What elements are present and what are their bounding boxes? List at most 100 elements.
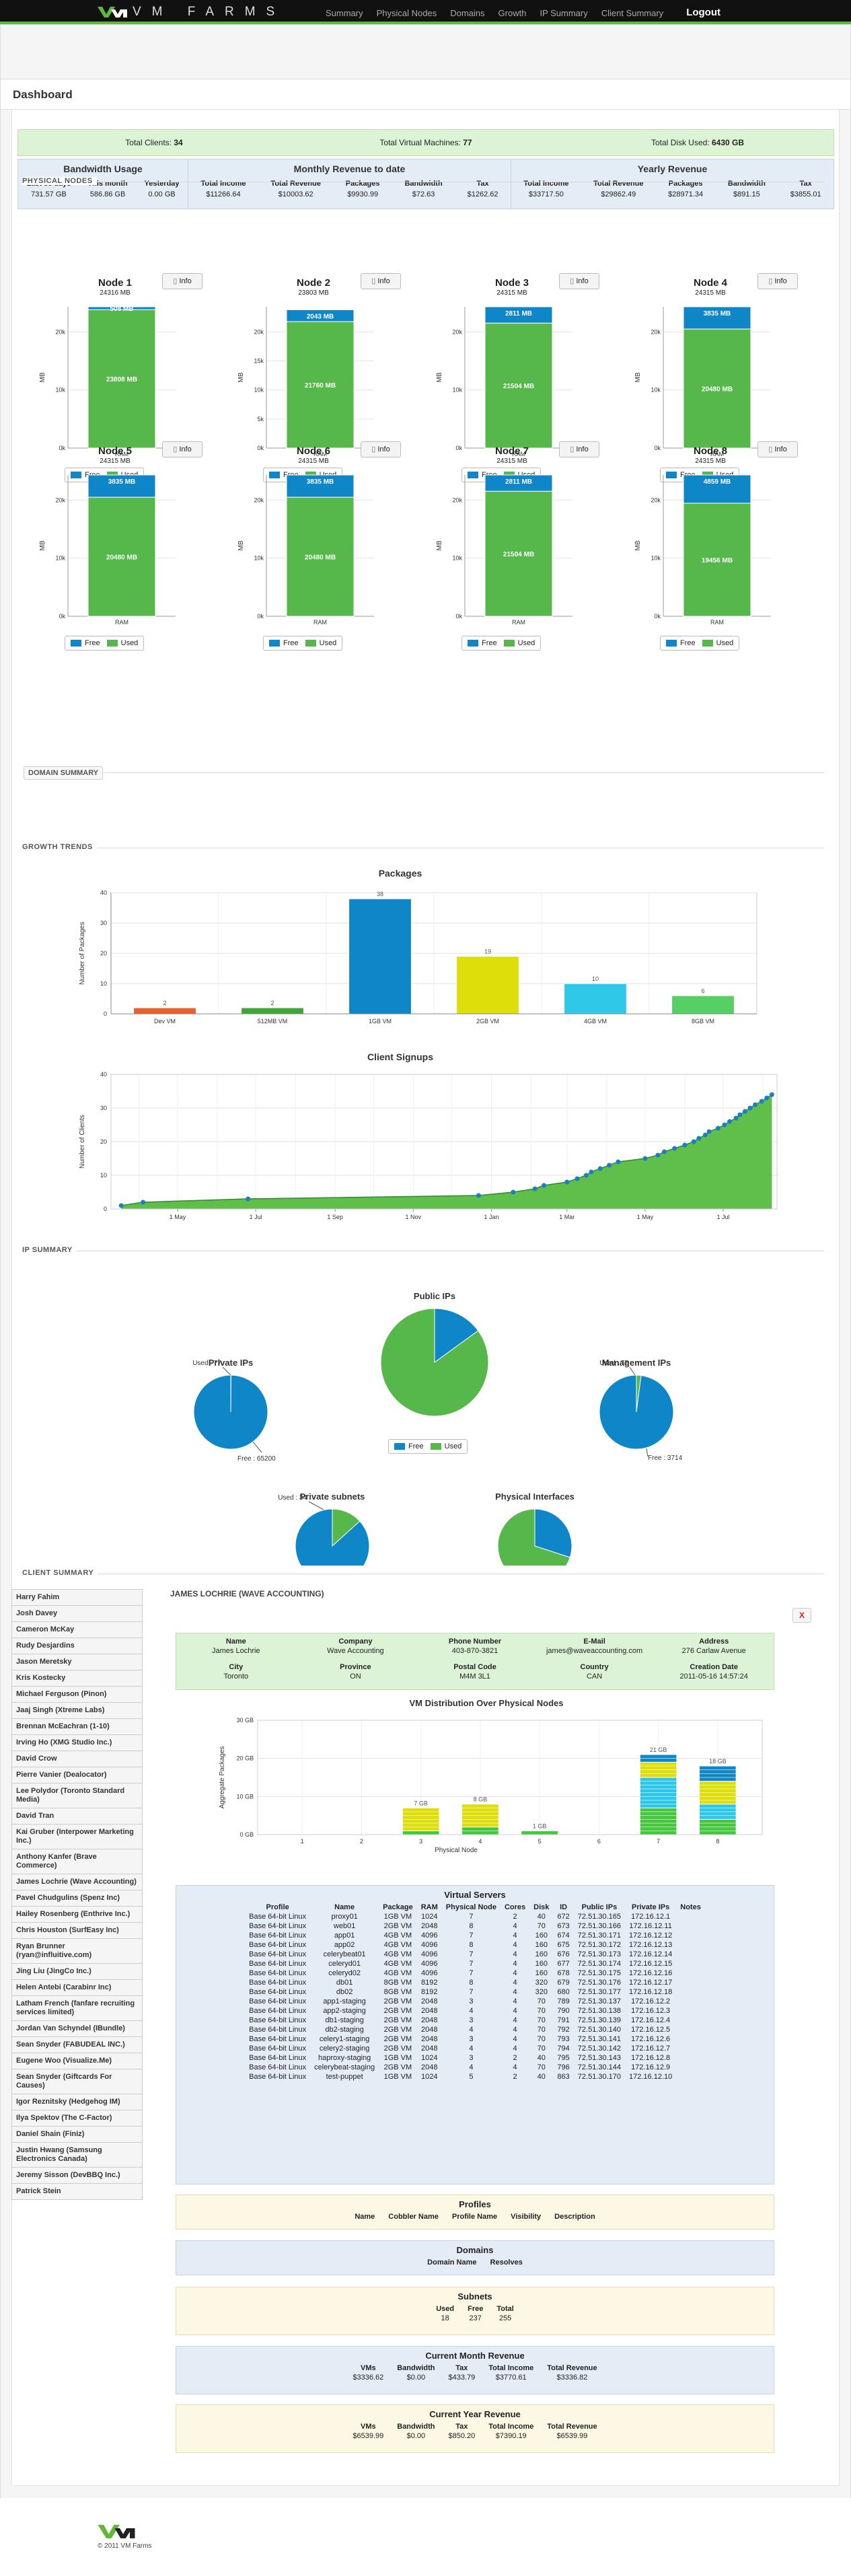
table-cell: 675 <box>557 1941 570 1949</box>
node-info-button[interactable]: ▯ Info <box>757 273 798 289</box>
virtual-servers-card: Virtual Servers Profile Name Package RAM Phy… <box>176 1885 774 2184</box>
client-list-item[interactable]: Justin Hwang (Samsung Electronics Canada… <box>11 2143 143 2168</box>
table-header-cell: Public IPs <box>581 1903 618 1911</box>
nav-physical-nodes[interactable]: Physical Nodes <box>376 8 437 18</box>
nav-growth[interactable]: Growth <box>498 8 527 18</box>
client-list-item[interactable]: Daniel Shain (Finiz) <box>11 2127 143 2143</box>
node-card-7: Node 7 24315 MB ▯ Info 0k 10k 20k MB RAM 2811 MB… <box>431 441 626 684</box>
client-list-item[interactable]: Helen Antebi (Carabinr Inc) <box>11 1980 143 1996</box>
signup-point <box>597 1166 603 1171</box>
client-list-item[interactable]: Pierre Vanier (Dealocator) <box>11 1767 143 1783</box>
client-list-item[interactable]: Rudy Desjardins <box>11 1638 143 1654</box>
info-icon: ▯ <box>570 445 577 453</box>
table-cell: 70 <box>537 2007 546 2015</box>
node-info-button[interactable]: ▯ Info <box>162 441 202 457</box>
node-info-button[interactable]: ▯ Info <box>559 441 599 457</box>
client-list-item[interactable]: Brennan McEachran (1-10) <box>11 1719 143 1735</box>
signup-point <box>118 1203 124 1208</box>
table-cell <box>676 1921 705 1931</box>
client-list-item[interactable]: Ryan Brunner (ryan@influitive.com) <box>11 1939 143 1964</box>
client-list-item[interactable]: Kris Kostecky <box>11 1670 143 1687</box>
nav-ip-summary[interactable]: IP Summary <box>540 8 588 18</box>
nav-summary[interactable]: Summary <box>326 8 363 18</box>
logo[interactable]: VM FARMS <box>98 5 285 20</box>
client-list-item[interactable]: Pavel Chudgulins (Spenz Inc) <box>11 1890 143 1907</box>
client-list-item[interactable]: Igor Reznitsky (Hedgehog IM) <box>11 2094 143 2110</box>
table-cell: 8 <box>469 1941 474 1949</box>
client-list-item[interactable]: James Lochrie (Wave Accounting) <box>11 1874 143 1890</box>
table-cell: 72.51.30.137 <box>577 1997 622 2005</box>
client-list-item[interactable]: Latham French (fanfare recruiting servic… <box>11 1996 143 2021</box>
client-list-item[interactable]: Harry Fahim <box>11 1589 143 1606</box>
table-cell: 72.51.30.142 <box>577 2045 622 2053</box>
y-tick-label: 40 <box>100 889 107 896</box>
table-cell: 72.51.30.172 <box>577 1941 622 1949</box>
signup-point <box>655 1152 661 1158</box>
table-header-cell: Disk <box>533 1903 550 1911</box>
client-list-item[interactable]: Josh Davey <box>11 1606 143 1622</box>
table-cell: 680 <box>557 1988 570 1996</box>
node-info-label: Info <box>179 445 192 453</box>
client-list-item[interactable]: Sean Snyder (Giftcards For Causes) <box>11 2069 143 2094</box>
client-list-item[interactable]: Jing Liu (JingCo Inc.) <box>11 1964 143 1980</box>
node-info-button[interactable]: ▯ Info <box>162 273 202 289</box>
free-bar <box>484 306 553 324</box>
table-cell: 4 <box>513 1950 517 1958</box>
client-list-item[interactable]: Ilya Spektov (The C-Factor) <box>11 2110 143 2127</box>
client-list-item[interactable]: Cameron McKay <box>11 1622 143 1638</box>
node-info-button[interactable]: ▯ Info <box>361 441 401 457</box>
node-info-button[interactable]: ▯ Info <box>757 441 798 457</box>
client-list-item[interactable]: Chris Houston (SurfEasy Inc) <box>11 1923 143 1939</box>
client-list-item[interactable]: Jason Meretsky <box>11 1654 143 1670</box>
table-cell: 8GB VM <box>383 1988 412 1996</box>
client-list-item[interactable]: Sean Snyder (FABUDEAL INC.) <box>11 2037 143 2053</box>
pie-slice-label: Used : 77 <box>599 1360 628 1367</box>
public-ip-legend: Free Used <box>388 1439 468 1454</box>
free-bar <box>286 474 355 498</box>
table-cell: 8 <box>469 1979 474 1987</box>
package-bar <box>241 1007 304 1015</box>
legend-free-swatch <box>666 472 677 478</box>
node-info-button[interactable]: ▯ Info <box>361 273 401 289</box>
client-list-item[interactable]: David Crow <box>11 1751 143 1767</box>
x-tick-label: 1 Nov <box>406 1214 422 1220</box>
table-cell: Base 64-bit Linux <box>249 1960 307 1968</box>
domain-summary-toggle[interactable]: DOMAIN SUMMARY <box>24 766 104 780</box>
client-list-item[interactable]: Michael Ferguson (Pinon) <box>11 1687 143 1703</box>
client-list-item[interactable]: Irving Ho (XMG Studio Inc.) <box>11 1735 143 1751</box>
signup-point <box>722 1122 727 1128</box>
x-axis-label: Physical Node <box>435 1847 478 1854</box>
client-list-item[interactable]: Lee Polydor (Toronto Standard Media) <box>11 1783 143 1808</box>
client-list-item[interactable]: Jeremy Sisson (DevBBQ Inc.) <box>11 2168 143 2184</box>
close-client-button[interactable]: X <box>792 1608 811 1623</box>
main-nav: Summary Physical Nodes Domains Growth IP… <box>326 7 734 18</box>
client-list-item[interactable]: Patrick Stein <box>11 2184 143 2200</box>
logout-link[interactable]: Logout <box>686 7 720 18</box>
node-info-label: Info <box>774 277 787 285</box>
table-cell: 678 <box>557 1969 570 1977</box>
node-ram-chart: 0k 5k 10k 15k 20k MB RAM 2043 MB 21760 MB <box>236 303 377 464</box>
table-cell <box>676 1987 705 1997</box>
client-list-item[interactable]: David Tran <box>11 1808 143 1825</box>
y-tick-label: 40 <box>100 1071 107 1078</box>
table-cell: 172.16.12.17 <box>629 1979 673 1987</box>
pie-slice <box>434 1308 479 1363</box>
table-row: Base 64-bit Linux web01 2GB VM 2048 8 4 70 673 7… <box>245 1921 705 1931</box>
client-list-item[interactable]: Kai Gruber (Interpower Marketing Inc.) <box>11 1825 143 1849</box>
client-list-item[interactable]: Eugene Woo (Visualize.Me) <box>11 2053 143 2069</box>
client-list-item[interactable]: Hailey Rosenberg (Enthrive Inc.) <box>11 1907 143 1923</box>
nav-domains[interactable]: Domains <box>450 8 485 18</box>
node-title: Node 8 <box>693 445 727 457</box>
node-legend: Free Used <box>461 636 542 651</box>
nav-client-summary[interactable]: Client Summary <box>601 8 664 18</box>
client-list-item[interactable]: Jordan Van Schyndel (IBundle) <box>11 2021 143 2037</box>
node-info-button[interactable]: ▯ Info <box>559 273 599 289</box>
client-list-item[interactable]: Anthony Kanfer (Brave Commerce) <box>11 1849 143 1874</box>
table-cell: 1GB VM <box>383 1913 412 1921</box>
usage-summary: Bandwidth Usage Last 30 days731.57 GB Th… <box>17 159 834 209</box>
node-title: Node 2 <box>296 277 330 289</box>
free-bar-label: 3835 MB <box>704 310 731 318</box>
table-cell: 172.16.12.5 <box>631 2026 671 2034</box>
client-list-item[interactable]: Jaaj Singh (Xtreme Labs) <box>11 1703 143 1719</box>
